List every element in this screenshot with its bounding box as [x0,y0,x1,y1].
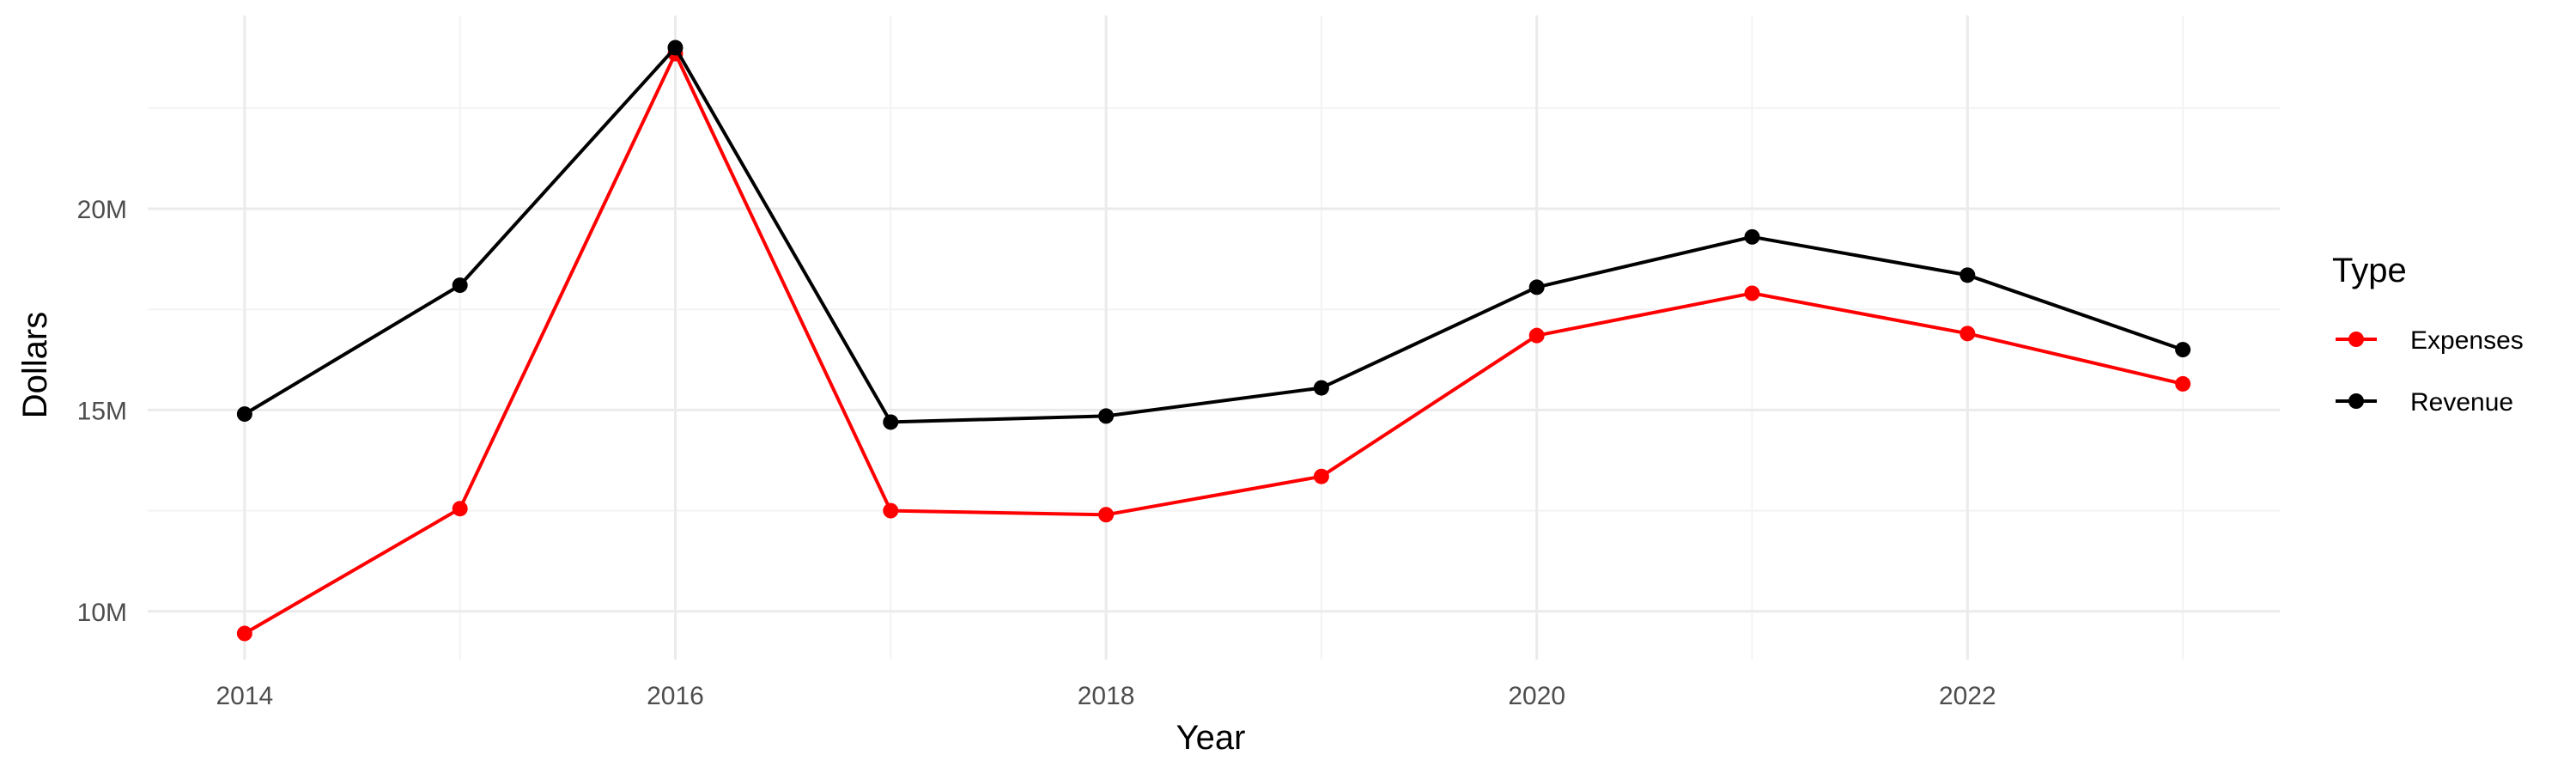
data-point-revenue [452,277,468,294]
data-point-expenses [1959,326,1976,342]
y-tick-label: 10M [77,599,127,627]
grid [148,15,2280,660]
x-tick-label: 2022 [1939,682,1996,710]
data-point-expenses [883,502,899,519]
data-point-revenue [1959,267,1976,283]
legend-item-revenue: Revenue [2336,388,2513,417]
data-point-expenses [1744,285,1760,301]
x-tick-label: 2020 [1508,682,1565,710]
series-line-revenue [243,46,2184,424]
legend-item-expenses: Expenses [2336,326,2524,355]
y-axis-title: Dollars [16,312,54,418]
x-tick-label: 2016 [647,682,704,710]
data-point-revenue [1098,408,1115,424]
data-point-revenue [2175,342,2191,358]
data-point-revenue [1744,228,1760,245]
y-tick-label: 20M [77,196,127,224]
x-axis-title: Year [1176,719,1246,757]
series-revenue [236,40,2191,430]
data-point-revenue [236,406,252,423]
legend-label: Revenue [2410,388,2513,417]
data-point-revenue [883,414,899,430]
legend-title: Type [2332,252,2407,289]
legend-label: Expenses [2410,326,2524,355]
x-axis-ticks: 2014 2016 2018 2020 2022 [216,682,1996,710]
legend: Type Expenses Revenue [2332,252,2524,417]
x-tick-label: 2014 [216,682,273,710]
data-point-expenses [2175,375,2191,392]
data-point-revenue [667,40,683,56]
data-point-expenses [1528,327,1545,344]
data-point-expenses [452,501,468,517]
legend-key-point [2348,332,2364,347]
data-point-expenses [236,625,252,642]
data-point-expenses [1098,507,1115,523]
y-axis-ticks: 10M 15M 20M [77,196,127,627]
y-tick-label: 15M [77,397,127,425]
legend-key-point [2348,393,2364,409]
data-point-revenue [1313,380,1329,396]
data-point-revenue [1528,279,1545,295]
series-layer [236,40,2191,642]
x-tick-label: 2018 [1078,682,1135,710]
series-line-expenses [243,52,2184,636]
data-point-expenses [1313,468,1329,484]
series-expenses [236,46,2191,642]
